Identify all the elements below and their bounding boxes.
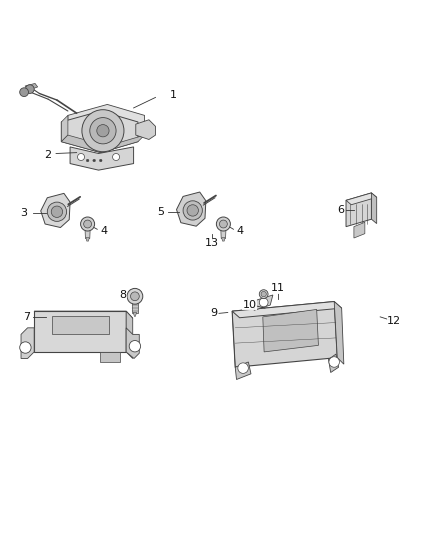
Polygon shape [346,193,371,227]
Polygon shape [221,228,226,238]
Polygon shape [70,147,134,170]
Polygon shape [68,104,145,146]
Polygon shape [34,311,133,318]
Circle shape [20,88,28,96]
Text: 4: 4 [101,225,108,236]
Text: 8: 8 [119,290,126,300]
Circle shape [78,154,85,160]
Circle shape [259,298,268,307]
Polygon shape [328,354,339,373]
Polygon shape [86,238,89,241]
Circle shape [129,341,141,352]
Polygon shape [346,193,377,205]
Text: 2: 2 [44,150,51,160]
Circle shape [84,220,92,228]
Circle shape [329,357,339,367]
Circle shape [216,217,230,231]
Text: 5: 5 [157,207,164,217]
Polygon shape [232,302,342,318]
Circle shape [113,154,120,160]
Text: 13: 13 [205,238,219,248]
Polygon shape [21,328,34,359]
Polygon shape [126,328,139,359]
Circle shape [131,292,139,301]
Polygon shape [354,222,365,238]
Circle shape [99,159,102,162]
Circle shape [81,217,95,231]
Circle shape [51,206,63,217]
Polygon shape [52,316,109,334]
Polygon shape [222,238,225,241]
Circle shape [86,159,89,162]
Polygon shape [334,302,344,364]
Circle shape [219,220,227,228]
Polygon shape [133,312,137,317]
Polygon shape [34,311,126,352]
Circle shape [259,290,268,298]
Text: 3: 3 [21,208,28,218]
Polygon shape [254,295,273,310]
Circle shape [261,292,266,297]
Text: 4: 4 [237,225,244,236]
Text: 12: 12 [387,316,401,326]
Text: 10: 10 [243,300,257,310]
Polygon shape [136,120,155,140]
Circle shape [20,342,31,353]
Circle shape [90,118,116,144]
Polygon shape [263,310,318,352]
Circle shape [97,125,109,137]
Polygon shape [177,192,206,226]
Text: 9: 9 [210,309,217,318]
Polygon shape [132,302,138,313]
Text: 11: 11 [271,284,285,293]
Text: 7: 7 [23,312,30,322]
Polygon shape [100,352,120,362]
Polygon shape [126,311,133,359]
Text: 6: 6 [337,205,344,215]
Circle shape [82,110,124,152]
Circle shape [47,202,67,221]
Polygon shape [85,228,90,238]
Circle shape [238,363,248,374]
Polygon shape [25,84,38,90]
Polygon shape [61,111,138,152]
Polygon shape [61,135,145,152]
Polygon shape [232,302,337,367]
Polygon shape [235,362,251,379]
Circle shape [187,205,198,216]
Circle shape [127,288,143,304]
Polygon shape [41,193,70,228]
Polygon shape [61,115,68,142]
Circle shape [25,85,34,93]
Circle shape [183,201,202,220]
Polygon shape [371,193,377,223]
Text: 1: 1 [170,90,177,100]
Circle shape [93,159,95,162]
